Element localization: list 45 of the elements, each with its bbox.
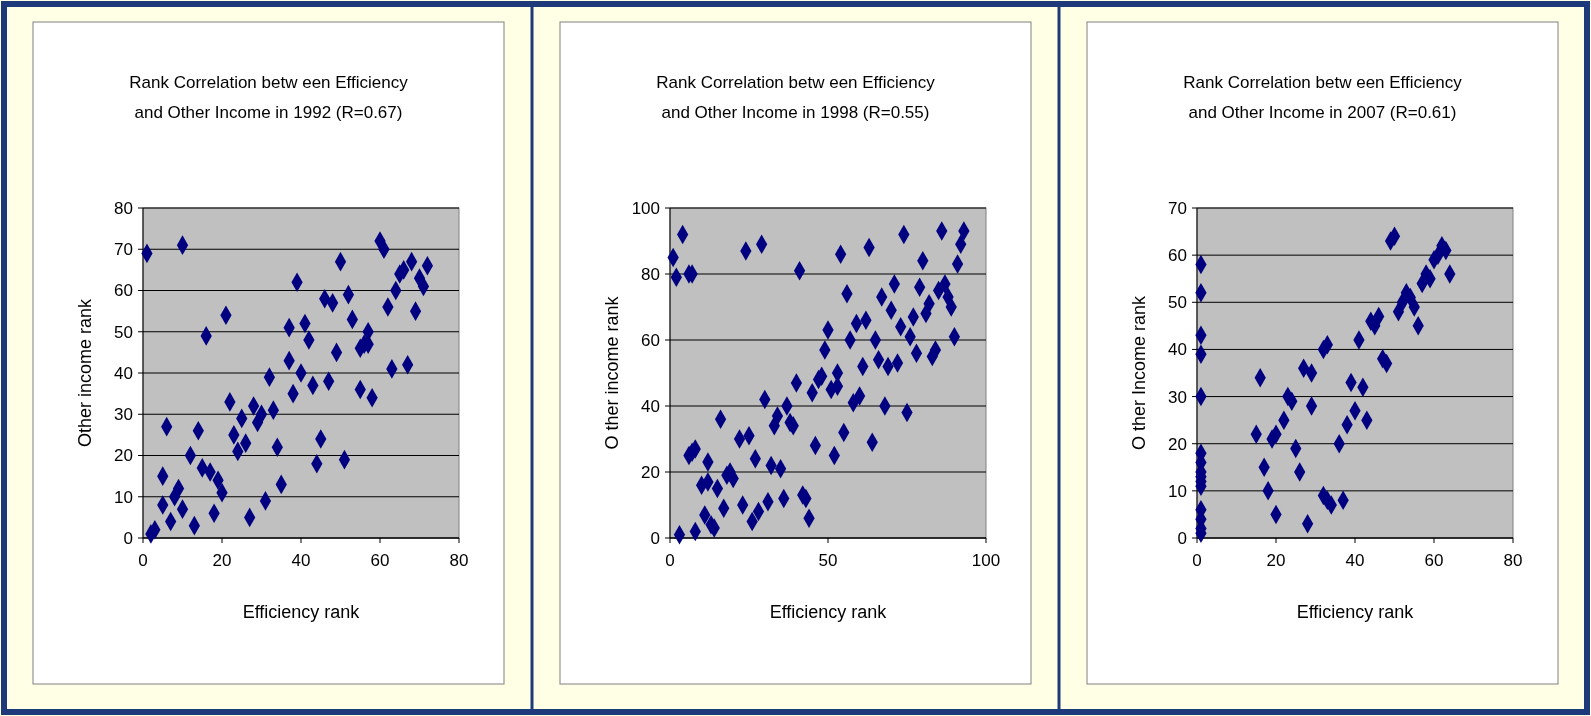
x-tick-label: 40 bbox=[1345, 551, 1365, 570]
x-tick-label: 20 bbox=[1266, 551, 1286, 570]
y-tick-label: 10 bbox=[1168, 481, 1187, 501]
y-tick-label: 40 bbox=[114, 363, 133, 383]
y-tick-label: 60 bbox=[114, 281, 133, 301]
y-tick-label: 70 bbox=[1168, 198, 1187, 218]
x-tick-label: 0 bbox=[665, 551, 675, 570]
x-tick-label: 60 bbox=[1424, 551, 1444, 570]
x-tick-label: 20 bbox=[212, 551, 232, 570]
x-axis-title: Efficiency rank bbox=[242, 602, 361, 622]
y-tick-label: 20 bbox=[114, 446, 133, 466]
x-axis-title: Efficiency rank bbox=[1296, 602, 1415, 622]
y-tick-label: 30 bbox=[114, 405, 133, 425]
y-tick-label: 70 bbox=[114, 240, 133, 260]
y-tick-label: 60 bbox=[641, 330, 660, 350]
y-tick-label: 0 bbox=[123, 528, 133, 548]
x-tick-label: 100 bbox=[971, 551, 1001, 570]
x-tick-label: 0 bbox=[138, 551, 148, 570]
y-tick-label: 50 bbox=[1168, 293, 1187, 313]
y-tick-label: 0 bbox=[1177, 528, 1187, 548]
y-tick-label: 20 bbox=[1168, 434, 1187, 454]
y-tick-label: 80 bbox=[114, 198, 133, 218]
x-tick-label: 60 bbox=[370, 551, 390, 570]
chart-title: Rank Correlation betw een Efficiency and Other Income in 1998 (R=0.55) bbox=[656, 73, 936, 122]
y-axis-title: O ther Income rank bbox=[1129, 294, 1149, 451]
y-axis-title: O ther income rank bbox=[602, 295, 622, 450]
chart-title: Rank Correlation betw een Efficiency and Other Income in 1992 (R=0.67) bbox=[129, 73, 409, 122]
y-tick-label: 10 bbox=[114, 487, 133, 507]
y-tick-label: 100 bbox=[631, 198, 660, 218]
x-tick-label: 0 bbox=[1192, 551, 1202, 570]
y-axis-title: Other income rank bbox=[75, 297, 95, 448]
x-tick-label: 80 bbox=[1503, 551, 1523, 570]
y-tick-label: 80 bbox=[641, 264, 660, 284]
x-axis-title: Efficiency rank bbox=[769, 602, 888, 622]
x-tick-label: 50 bbox=[818, 551, 838, 570]
y-tick-label: 50 bbox=[114, 322, 133, 342]
x-tick-label: 80 bbox=[449, 551, 469, 570]
y-tick-label: 30 bbox=[1168, 387, 1187, 407]
y-tick-label: 40 bbox=[641, 396, 660, 416]
y-tick-label: 40 bbox=[1168, 340, 1187, 360]
x-tick-label: 40 bbox=[291, 551, 311, 570]
chart-title: Rank Correlation betw een Efficiency and Other Income in 2007 (R=0.61) bbox=[1183, 73, 1463, 122]
y-tick-label: 20 bbox=[641, 462, 660, 482]
y-tick-label: 60 bbox=[1168, 246, 1187, 266]
y-tick-label: 0 bbox=[650, 528, 660, 548]
